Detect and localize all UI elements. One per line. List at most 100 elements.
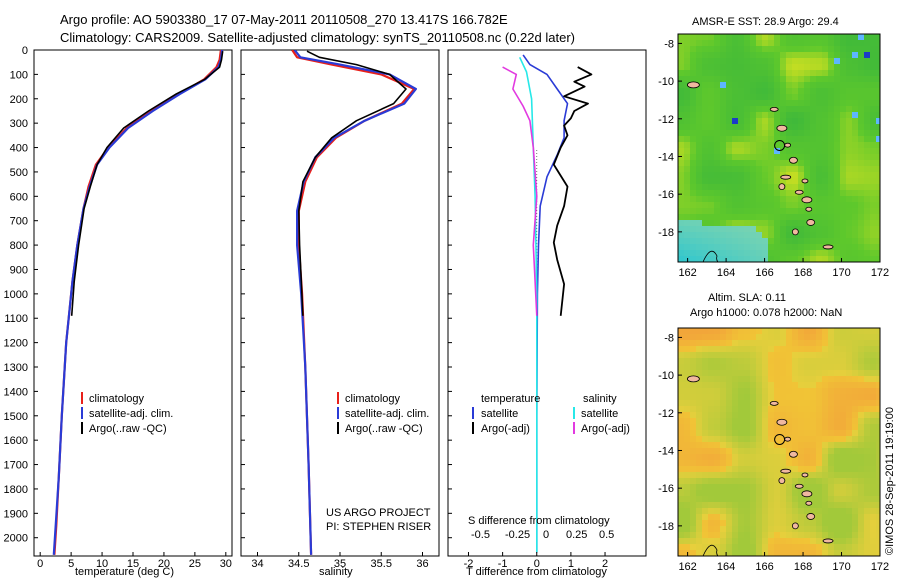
map-cell	[678, 412, 685, 419]
map-cell	[714, 472, 721, 479]
map-cell	[756, 340, 763, 347]
map-cell	[744, 364, 751, 371]
map-cell	[774, 454, 781, 461]
map-cell	[828, 70, 835, 77]
map-cell	[798, 388, 805, 395]
map-cell	[774, 382, 781, 389]
map-cell	[678, 202, 685, 209]
map-cell	[786, 166, 793, 173]
map-cell	[846, 202, 853, 209]
map-cell	[708, 46, 715, 53]
map-cell	[876, 154, 880, 161]
map-cell	[816, 58, 823, 65]
map-cell	[678, 256, 685, 262]
t-difference-axis-label: T difference from climatology	[466, 566, 607, 578]
map-cell	[702, 346, 709, 353]
map-cell	[720, 34, 727, 41]
map-cell	[678, 442, 685, 449]
map-cell	[714, 220, 721, 227]
map-cell	[714, 526, 721, 533]
map-cell	[834, 160, 841, 167]
map-cell	[840, 46, 847, 53]
map-cell	[732, 40, 739, 47]
map-cell	[690, 124, 697, 131]
map-cell	[702, 238, 709, 245]
map-cell	[846, 484, 853, 491]
map-cell	[846, 514, 853, 521]
map-cell	[864, 454, 871, 461]
map-cell	[708, 532, 715, 539]
map-cell	[714, 256, 721, 262]
map-cell	[708, 40, 715, 47]
map-cell	[816, 118, 823, 125]
map-cell	[840, 520, 847, 527]
map-cell	[858, 226, 865, 233]
map-cell	[750, 196, 757, 203]
map-cell	[750, 154, 757, 161]
map-cell	[840, 424, 847, 431]
map-cell	[870, 460, 877, 467]
map-cell	[684, 490, 691, 497]
map-cell	[876, 136, 880, 143]
map-cell	[816, 514, 823, 521]
map-cell	[690, 94, 697, 101]
map-cell	[786, 394, 793, 401]
map-cell	[678, 454, 685, 461]
map-cell	[804, 100, 811, 107]
map-cell	[750, 70, 757, 77]
map-cell	[768, 358, 775, 365]
x-tick-label: -2	[464, 558, 474, 570]
map-cell	[738, 190, 745, 197]
map-cell	[756, 328, 763, 335]
map-cell	[876, 400, 880, 407]
map-cell	[786, 496, 793, 503]
map-cell	[720, 40, 727, 47]
map-cell	[732, 358, 739, 365]
map-cell	[708, 76, 715, 83]
map-cell	[738, 232, 745, 239]
map-cell	[852, 352, 859, 359]
map-cell	[726, 130, 733, 137]
map-cell	[852, 82, 859, 89]
map-cell	[804, 256, 811, 262]
map-cell	[768, 238, 775, 245]
map-cell	[768, 376, 775, 383]
map-cell	[774, 232, 781, 239]
map-cell	[828, 526, 835, 533]
map-cell	[792, 328, 799, 335]
map-cell	[774, 436, 781, 443]
map-cell	[786, 442, 793, 449]
map-cell	[870, 196, 877, 203]
map-cell	[852, 514, 859, 521]
map-cell	[864, 136, 871, 143]
map-cell	[726, 442, 733, 449]
map-cell	[690, 58, 697, 65]
map-cell	[696, 142, 703, 149]
map-cell	[816, 34, 823, 41]
map-cell	[720, 64, 727, 71]
map-cell	[840, 370, 847, 377]
map-cell	[804, 448, 811, 455]
map-cell	[804, 430, 811, 437]
map-cell	[822, 496, 829, 503]
map-y-tick-label: -14	[658, 445, 674, 457]
map-cell	[744, 142, 751, 149]
map-cell	[828, 76, 835, 83]
map-cell	[876, 460, 880, 467]
map-cell	[822, 256, 829, 262]
map-cell	[702, 424, 709, 431]
legend-label: Argo(-adj)	[581, 423, 630, 435]
map-cell	[678, 226, 685, 233]
map-cell	[720, 412, 727, 419]
map-cell	[822, 472, 829, 479]
map-cell	[690, 514, 697, 521]
map-cell	[750, 448, 757, 455]
map-cell	[852, 88, 859, 95]
map-cell	[774, 256, 781, 262]
principal-investigator: PI: STEPHEN RISER	[326, 521, 431, 533]
map-cell	[810, 370, 817, 377]
map-cell	[786, 364, 793, 371]
map-cell	[738, 430, 745, 437]
map-cell	[714, 124, 721, 131]
map-cell	[774, 442, 781, 449]
